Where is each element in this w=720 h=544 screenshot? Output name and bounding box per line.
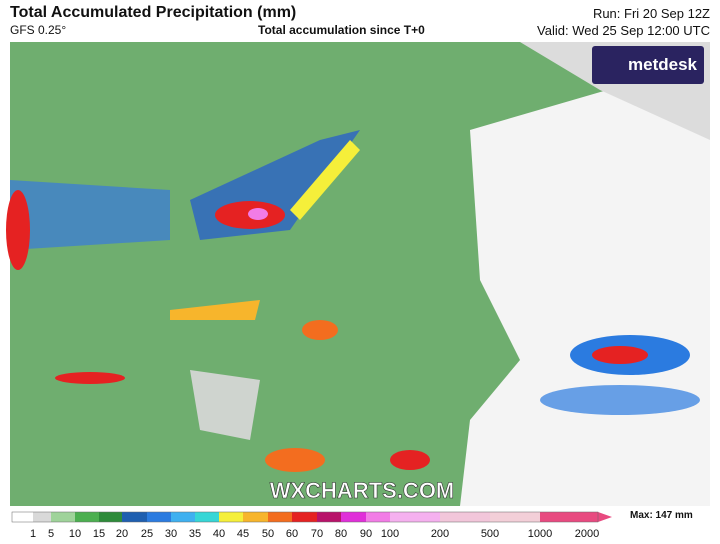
- color-swatch: [195, 512, 219, 522]
- precip-core: [55, 372, 125, 384]
- colorbar-label: 35: [189, 528, 201, 540]
- subtitle: Total accumulation since T+0: [258, 23, 425, 37]
- colorbar-label: 5: [48, 528, 54, 540]
- colorbar-label: 1: [30, 528, 36, 540]
- color-swatch: [122, 512, 147, 522]
- color-swatch: [99, 512, 122, 522]
- color-swatch: [12, 512, 33, 522]
- precip-core: [248, 208, 268, 220]
- color-swatch: [317, 512, 341, 522]
- precip-core: [265, 448, 325, 472]
- color-swatch: [440, 512, 490, 522]
- color-swatch: [51, 512, 75, 522]
- color-swatch: [171, 512, 195, 522]
- color-swatch: [341, 512, 366, 522]
- precip-core: [6, 190, 30, 270]
- colorbar-label: 200: [431, 528, 449, 540]
- precip-band: [170, 300, 260, 320]
- colorbar-label: 25: [141, 528, 153, 540]
- dry-area: [190, 370, 260, 440]
- precip-core: [390, 450, 430, 470]
- colorbar-label: 60: [286, 528, 298, 540]
- colorbar-label: 80: [335, 528, 347, 540]
- colorbar-label: 30: [165, 528, 177, 540]
- colorbar-label: 1000: [528, 528, 552, 540]
- precip-band: [290, 140, 360, 220]
- dry-area: [460, 60, 710, 506]
- color-swatch: [75, 512, 99, 522]
- colorbar: 1 5 10 15 20 25 30 35 40 45 50 60 70 80 90 100 200 500 100…: [11, 511, 612, 540]
- colorbar-label: 15: [93, 528, 105, 540]
- logo: metdesk: [628, 55, 698, 74]
- color-swatch: [268, 512, 292, 522]
- colorbar-label: 70: [311, 528, 323, 540]
- title: Total Accumulated Precipitation (mm): [10, 4, 297, 21]
- colorbar-label: 40: [213, 528, 225, 540]
- precip-core: [302, 320, 338, 340]
- colorbar-label: 500: [481, 528, 499, 540]
- precip-core: [592, 346, 648, 364]
- colorbar-arrow: [598, 512, 612, 522]
- colorbar-label: 100: [381, 528, 399, 540]
- color-swatch: [366, 512, 390, 522]
- colorbar-label: 2000: [575, 528, 599, 540]
- color-swatch: [243, 512, 268, 522]
- color-swatch: [540, 512, 598, 522]
- precip-band: [10, 180, 170, 250]
- logo-box: [592, 46, 704, 84]
- colorbar-label: 50: [262, 528, 274, 540]
- color-swatch: [490, 512, 540, 522]
- run: Run: Fri 20 Sep 12Z: [592, 6, 710, 21]
- valid: Valid: Wed 25 Sep 12:00 UTC: [537, 23, 710, 38]
- colorbar-label: 45: [237, 528, 249, 540]
- max-label: Max: 147 mm: [630, 510, 693, 521]
- color-swatch: [147, 512, 171, 522]
- colorbar-frame: [11, 511, 599, 523]
- precip-band: [540, 385, 700, 415]
- color-swatch: [219, 512, 243, 522]
- color-swatch: [390, 512, 440, 522]
- color-swatch: [292, 512, 317, 522]
- colorbar-label: 90: [360, 528, 372, 540]
- colorbar-label: 10: [69, 528, 81, 540]
- color-swatch: [33, 512, 51, 522]
- colorbar-label: 20: [116, 528, 128, 540]
- watermark: WXCHARTS.COM: [270, 478, 455, 503]
- model: GFS 0.25°: [10, 23, 67, 37]
